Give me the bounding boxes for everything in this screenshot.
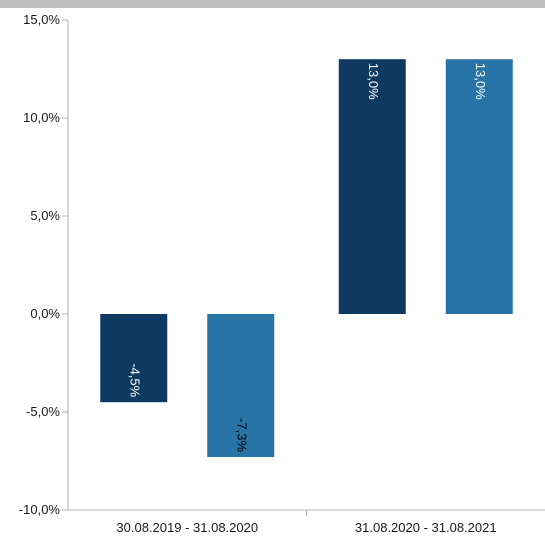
data-label: 13,0% [366,63,381,100]
y-tick-label: -10,0% [19,502,61,517]
bar [338,59,406,315]
data-label: -7,3% [234,418,249,452]
y-tick-label: 0,0% [30,306,60,321]
y-tick-label: -5,0% [26,404,60,419]
y-tick-label: 15,0% [23,12,60,27]
x-tick-label: 31.08.2020 - 31.08.2021 [355,520,497,535]
y-tick-label: 10,0% [23,110,60,125]
data-label: 13,0% [473,63,488,100]
top-strip [0,0,545,8]
bar [207,314,275,458]
bar [445,59,513,315]
bar [100,314,168,403]
x-tick-label: 30.08.2019 - 31.08.2020 [116,520,258,535]
y-tick-label: 5,0% [30,208,60,223]
data-label: -4,5% [127,363,142,397]
